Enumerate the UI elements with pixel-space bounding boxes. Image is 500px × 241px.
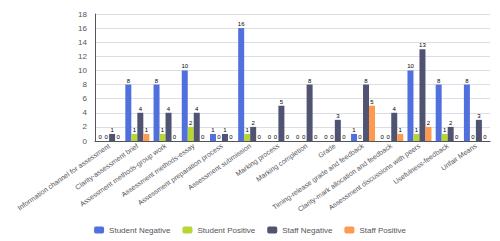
svg-text:Usefulness-feedback: Usefulness-feedback: [392, 142, 450, 186]
svg-text:10: 10: [407, 63, 414, 69]
svg-text:8: 8: [83, 80, 88, 89]
svg-text:2: 2: [189, 120, 193, 126]
svg-text:1: 1: [211, 127, 215, 133]
svg-text:Clarity-assessment brief: Clarity-assessment brief: [73, 142, 140, 191]
svg-text:Marking completion: Marking completion: [255, 142, 309, 183]
svg-text:0: 0: [286, 134, 290, 140]
svg-text:8: 8: [308, 78, 312, 84]
svg-text:0: 0: [217, 134, 221, 140]
svg-text:0: 0: [324, 134, 328, 140]
svg-text:Marking process: Marking process: [234, 142, 281, 178]
svg-text:3: 3: [336, 113, 340, 119]
svg-text:1: 1: [110, 127, 114, 133]
svg-text:0: 0: [98, 134, 102, 140]
svg-text:5: 5: [280, 99, 284, 105]
svg-text:0: 0: [229, 134, 233, 140]
svg-text:8: 8: [127, 78, 131, 84]
svg-text:Information channel for assess: Information channel for assessment: [16, 142, 112, 212]
svg-text:13: 13: [419, 42, 426, 48]
svg-text:4: 4: [195, 106, 199, 112]
svg-text:0: 0: [302, 134, 306, 140]
svg-text:14: 14: [78, 38, 87, 47]
svg-text:2: 2: [252, 120, 256, 126]
svg-text:6: 6: [83, 94, 88, 103]
svg-text:0: 0: [314, 134, 318, 140]
svg-text:10: 10: [181, 63, 188, 69]
svg-text:Assessment methods-group work: Assessment methods-group work: [78, 142, 168, 208]
svg-text:Assessment submission: Assessment submission: [186, 142, 253, 191]
svg-text:Clarity-mark allocation and fe: Clarity-mark allocation and feedback: [297, 142, 395, 214]
svg-text:3: 3: [477, 113, 481, 119]
svg-text:18: 18: [78, 10, 87, 19]
svg-text:1: 1: [415, 127, 419, 133]
svg-text:2: 2: [427, 120, 431, 126]
svg-text:1: 1: [133, 127, 137, 133]
svg-text:Staff Negative: Staff Negative: [282, 226, 333, 235]
svg-text:0: 0: [296, 134, 300, 140]
svg-text:1: 1: [399, 127, 403, 133]
svg-text:0: 0: [330, 134, 334, 140]
svg-text:0: 0: [381, 134, 385, 140]
svg-text:0: 0: [342, 134, 346, 140]
svg-text:0: 0: [358, 134, 362, 140]
svg-text:12: 12: [78, 52, 87, 61]
svg-text:0: 0: [173, 134, 177, 140]
svg-text:8: 8: [465, 78, 469, 84]
svg-text:Assessment discussions with pe: Assessment discussions with peers: [327, 142, 422, 212]
svg-text:1: 1: [223, 127, 227, 133]
svg-text:4: 4: [139, 106, 143, 112]
svg-text:1: 1: [352, 127, 356, 133]
svg-text:2: 2: [83, 122, 88, 131]
svg-text:0: 0: [471, 134, 475, 140]
svg-text:4: 4: [167, 106, 171, 112]
svg-text:16: 16: [238, 21, 245, 27]
svg-text:2: 2: [449, 120, 453, 126]
svg-text:4: 4: [83, 108, 88, 117]
svg-text:5: 5: [370, 99, 374, 105]
svg-text:10: 10: [78, 66, 87, 75]
svg-text:Student Negative: Student Negative: [109, 226, 171, 235]
svg-text:0: 0: [483, 134, 487, 140]
svg-text:8: 8: [437, 78, 441, 84]
svg-text:16: 16: [78, 24, 87, 33]
svg-text:1: 1: [145, 127, 149, 133]
svg-text:1: 1: [161, 127, 165, 133]
svg-text:0: 0: [116, 134, 120, 140]
svg-text:0: 0: [258, 134, 262, 140]
svg-text:4: 4: [393, 106, 397, 112]
svg-text:Unfair Means: Unfair Means: [440, 142, 479, 172]
svg-text:0: 0: [83, 137, 88, 146]
svg-text:0: 0: [201, 134, 205, 140]
svg-text:0: 0: [387, 134, 391, 140]
svg-text:Grade: Grade: [317, 142, 337, 159]
svg-text:Assessment preparation process: Assessment preparation process: [136, 142, 224, 207]
svg-text:1: 1: [443, 127, 447, 133]
svg-text:0: 0: [455, 134, 459, 140]
svg-text:Staff Positive: Staff Positive: [359, 226, 406, 235]
svg-text:Timing-release grade and feedb: Timing-release grade and feedback: [271, 142, 365, 211]
svg-text:Assessment methods-essay: Assessment methods-essay: [120, 142, 196, 199]
svg-text:0: 0: [104, 134, 108, 140]
svg-text:8: 8: [155, 78, 159, 84]
svg-text:0: 0: [274, 134, 278, 140]
svg-text:1: 1: [246, 127, 250, 133]
svg-text:8: 8: [364, 78, 368, 84]
svg-text:0: 0: [268, 134, 272, 140]
svg-text:Student Positive: Student Positive: [197, 226, 255, 235]
